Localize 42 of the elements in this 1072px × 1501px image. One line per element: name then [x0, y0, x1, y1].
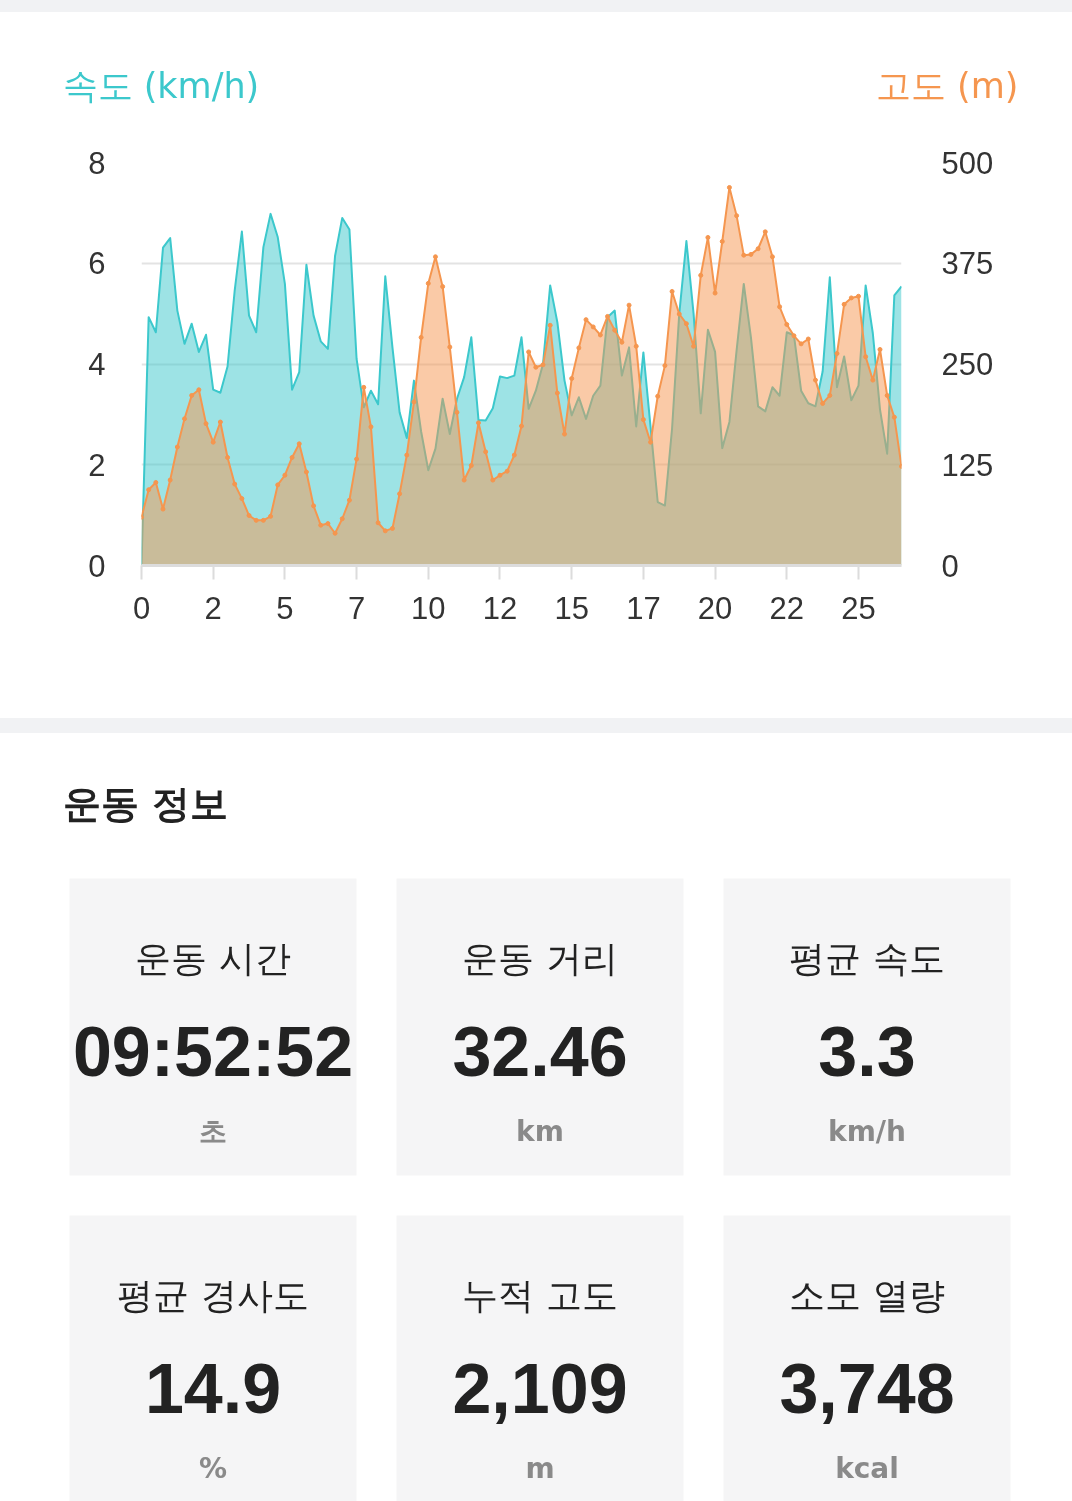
text: 2,109 — [452, 1350, 628, 1428]
y2-tick-label: 500 — [941, 145, 994, 181]
y2-tick-label: 0 — [941, 548, 959, 584]
category-label: 평균 속도 — [789, 938, 945, 979]
text: kcal — [835, 1452, 899, 1485]
x-tick-label: 12 — [482, 590, 518, 626]
x-tick-label: 0 — [132, 590, 151, 626]
text: km — [516, 1115, 564, 1148]
text: 3.3 — [818, 1013, 916, 1091]
text: 14.9 — [144, 1350, 282, 1428]
category-label: 평균 경사도 — [117, 1275, 309, 1316]
category-label: 소모 열량 — [789, 1275, 945, 1316]
text: km/h — [828, 1115, 906, 1148]
text: % — [198, 1452, 228, 1485]
x-tick-label: 10 — [411, 590, 446, 626]
y-tick-label: 4 — [88, 347, 106, 382]
x-tick-label: 25 — [841, 590, 876, 626]
category-label: 운동 거리 — [462, 938, 618, 979]
text: 3,748 — [779, 1350, 955, 1428]
text: m — [525, 1452, 555, 1485]
x-tick-label: 15 — [554, 590, 589, 626]
text: 09:52:52 — [72, 1012, 354, 1091]
text: 32.46 — [452, 1013, 628, 1091]
x-tick-label: 5 — [276, 590, 294, 626]
x-tick-label: 17 — [626, 590, 661, 626]
x-tick-label: 22 — [769, 590, 805, 626]
y2-tick-label: 125 — [941, 447, 994, 483]
y2-axis-title: 고도 (m) — [875, 65, 1019, 106]
text: 운동 정보 — [62, 781, 228, 826]
y-tick-label: 8 — [88, 145, 106, 181]
y-tick-label: 2 — [88, 447, 106, 483]
y-axis-title: 속도 (km/h) — [62, 65, 260, 106]
x-tick-label: 20 — [697, 590, 733, 626]
category-label: 운동 시간 — [135, 938, 291, 979]
x-tick-label: 7 — [347, 590, 366, 626]
text: 초 — [199, 1115, 227, 1148]
x-tick-label: 2 — [204, 590, 222, 626]
y2-tick-label: 375 — [941, 246, 994, 282]
y-tick-label: 0 — [88, 548, 106, 584]
category-label: 누적 고도 — [462, 1275, 618, 1316]
y2-tick-label: 250 — [941, 347, 994, 382]
y-tick-label: 6 — [88, 246, 106, 282]
